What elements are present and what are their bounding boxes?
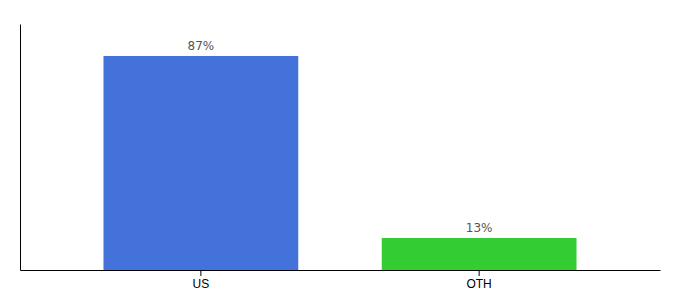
y-axis-line	[20, 25, 21, 271]
x-axis: US OTH	[21, 270, 661, 291]
chart: US OTH 87% 13%	[0, 0, 680, 300]
x-tick-mark	[479, 270, 480, 276]
x-tick: OTH	[466, 270, 491, 291]
data-labels: 87% 13%	[188, 39, 493, 235]
bar	[103, 56, 298, 270]
x-tick-label: US	[193, 277, 210, 291]
x-tick-label: OTH	[466, 277, 491, 291]
y-axis	[20, 25, 21, 271]
bars	[103, 56, 576, 270]
x-tick-mark	[200, 270, 201, 276]
bar	[382, 238, 577, 270]
x-tick: US	[193, 270, 210, 291]
x-axis-line	[21, 270, 661, 271]
data-label: 87%	[188, 39, 215, 53]
data-label: 13%	[466, 221, 493, 235]
plot: US OTH 87% 13%	[21, 25, 661, 291]
